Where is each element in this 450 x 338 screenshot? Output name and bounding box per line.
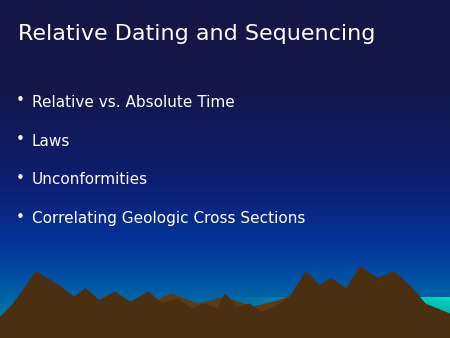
Text: •: • — [16, 171, 25, 186]
Text: •: • — [16, 132, 25, 147]
Text: Unconformities: Unconformities — [32, 172, 148, 187]
Text: Correlating Geologic Cross Sections: Correlating Geologic Cross Sections — [32, 211, 305, 226]
Text: Laws: Laws — [32, 134, 70, 148]
Text: Relative Dating and Sequencing: Relative Dating and Sequencing — [18, 24, 375, 44]
Text: •: • — [16, 93, 25, 108]
Text: Relative vs. Absolute Time: Relative vs. Absolute Time — [32, 95, 234, 110]
Polygon shape — [0, 267, 450, 338]
Text: •: • — [16, 210, 25, 224]
Polygon shape — [0, 291, 450, 338]
